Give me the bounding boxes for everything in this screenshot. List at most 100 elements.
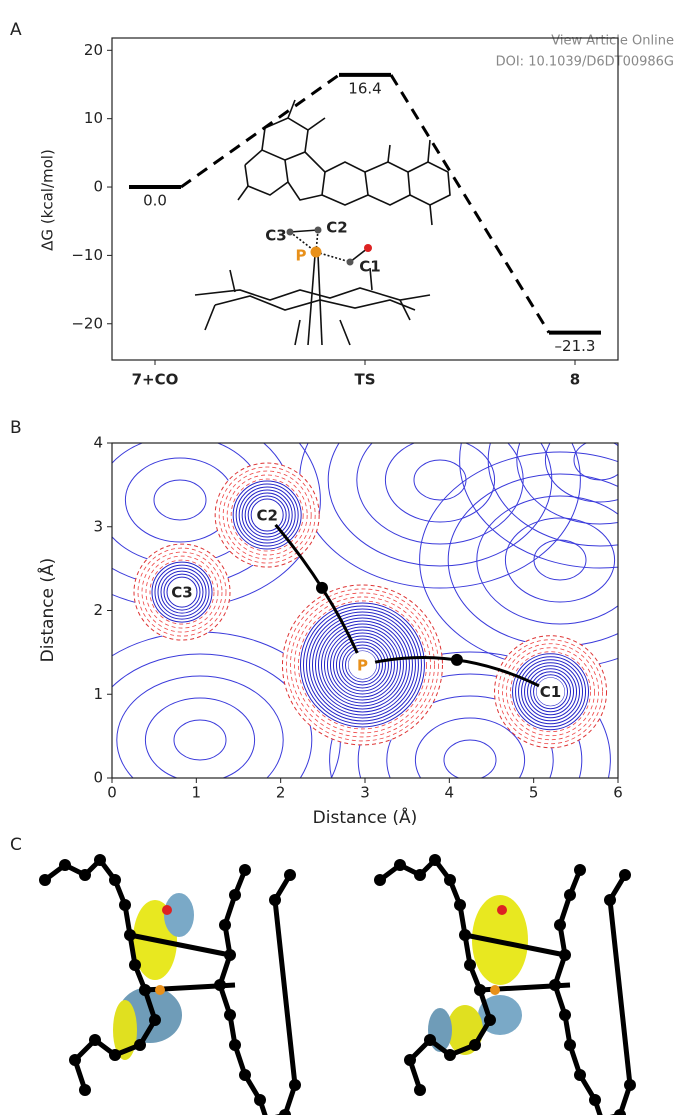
atom bbox=[134, 1039, 146, 1051]
x-tick-label: 7+CO bbox=[132, 371, 179, 389]
atom bbox=[444, 1049, 456, 1061]
orbital-images bbox=[39, 854, 636, 1115]
atom bbox=[624, 1079, 636, 1091]
contour-line bbox=[235, 483, 299, 547]
contour-line bbox=[323, 626, 401, 704]
contour-line bbox=[356, 443, 524, 545]
contour-line bbox=[226, 474, 308, 556]
x-tick-label: 6 bbox=[613, 784, 623, 802]
contour-line bbox=[573, 443, 618, 481]
atom bbox=[289, 1079, 301, 1091]
contour-line bbox=[166, 576, 198, 608]
critical-point bbox=[315, 581, 328, 594]
contour-line bbox=[218, 466, 316, 564]
contour-line bbox=[144, 697, 256, 778]
atom bbox=[490, 985, 500, 995]
contour-line bbox=[222, 470, 312, 560]
y-tick-label: 2 bbox=[93, 601, 103, 619]
atom bbox=[414, 869, 426, 881]
contour-line bbox=[329, 632, 395, 698]
contour-line bbox=[498, 639, 603, 745]
contour-line bbox=[314, 617, 410, 713]
atom bbox=[284, 869, 296, 881]
atom bbox=[279, 1109, 291, 1115]
contour-line bbox=[116, 675, 284, 778]
contour-line bbox=[238, 486, 296, 544]
contour-line bbox=[506, 647, 595, 737]
x-tick-label: TS bbox=[354, 371, 375, 389]
contour-line bbox=[230, 478, 304, 552]
contour-line bbox=[305, 608, 419, 722]
atom bbox=[574, 1069, 586, 1081]
atom-label-bg bbox=[254, 502, 281, 529]
atom bbox=[404, 1054, 416, 1066]
value-label: –21.3 bbox=[555, 337, 596, 355]
connector bbox=[180, 73, 340, 189]
atom bbox=[564, 1039, 576, 1051]
contour-line bbox=[294, 596, 431, 734]
atom bbox=[604, 894, 616, 906]
atom bbox=[79, 1084, 91, 1096]
atom-label: P bbox=[357, 656, 368, 674]
y-tick-label: −10 bbox=[71, 246, 103, 264]
y-tick-label: 3 bbox=[93, 517, 103, 535]
contour-line bbox=[332, 635, 392, 695]
contour-line bbox=[516, 443, 618, 525]
atom bbox=[444, 874, 456, 886]
atom bbox=[429, 854, 441, 866]
contour-line bbox=[299, 602, 425, 728]
contour-line bbox=[173, 719, 227, 761]
contour-line bbox=[413, 459, 467, 501]
contour-line bbox=[329, 651, 611, 778]
y-tick-label: 0 bbox=[93, 178, 103, 196]
bond bbox=[378, 856, 493, 1091]
atom bbox=[224, 1009, 236, 1021]
y-tick-label: 4 bbox=[93, 434, 103, 452]
y-tick-label: 0 bbox=[93, 769, 103, 787]
y-axis-label: ΔG (kcal/mol) bbox=[39, 149, 57, 251]
atom bbox=[394, 859, 406, 871]
atom bbox=[374, 874, 386, 886]
contour-line bbox=[149, 559, 215, 625]
atom-label-bg bbox=[537, 678, 564, 705]
atom bbox=[155, 985, 165, 995]
isosurface bbox=[113, 1000, 137, 1060]
bond bbox=[464, 932, 566, 958]
contour-line bbox=[487, 443, 618, 547]
atom-label: C3 bbox=[265, 227, 286, 245]
contour-line bbox=[326, 629, 398, 701]
atom-label: C1 bbox=[540, 683, 561, 701]
contour-line bbox=[308, 611, 416, 719]
contour-line bbox=[299, 443, 581, 589]
contour-line bbox=[141, 551, 223, 633]
atom-label: C1 bbox=[359, 258, 380, 276]
contour-line bbox=[515, 656, 587, 728]
value-label: 16.4 bbox=[348, 79, 381, 97]
atom bbox=[559, 1009, 571, 1021]
molecule-sketch bbox=[194, 99, 451, 346]
contour-line bbox=[476, 495, 618, 625]
atom bbox=[109, 874, 121, 886]
contour-line bbox=[510, 651, 591, 733]
contour-line bbox=[544, 443, 618, 503]
bond bbox=[129, 932, 231, 958]
contour-line bbox=[232, 480, 302, 550]
view-article-link[interactable]: View Article Online bbox=[551, 34, 674, 49]
contour-line bbox=[344, 647, 380, 683]
contour-line bbox=[160, 570, 204, 614]
atom bbox=[254, 1094, 266, 1106]
contour-line bbox=[250, 498, 284, 532]
contour-line bbox=[384, 443, 496, 523]
atom-label: P bbox=[296, 247, 307, 265]
atom-label: C2 bbox=[326, 219, 347, 237]
x-tick-label: 4 bbox=[445, 784, 455, 802]
atom bbox=[269, 894, 281, 906]
atom bbox=[554, 919, 566, 931]
atom bbox=[239, 864, 251, 876]
critical-point bbox=[450, 653, 463, 666]
contour-line bbox=[247, 495, 287, 535]
contour-line bbox=[504, 517, 616, 603]
contour-line bbox=[290, 592, 435, 738]
contour-line bbox=[163, 573, 201, 611]
